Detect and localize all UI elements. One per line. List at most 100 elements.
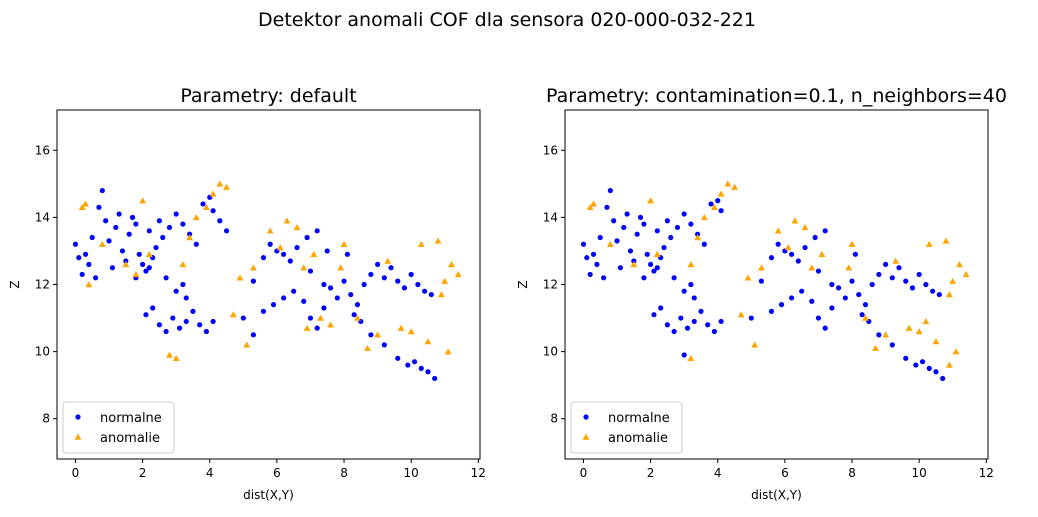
data-point [93, 275, 99, 281]
legend: normalne anomalie [62, 401, 175, 454]
legend-box [570, 401, 683, 454]
data-point [678, 315, 684, 321]
y-tick-label: 10 [35, 345, 50, 359]
x-tick-label: 12 [471, 466, 486, 480]
data-point [916, 271, 922, 278]
data-point [401, 285, 408, 291]
data-point [580, 241, 587, 247]
data-point [354, 302, 361, 308]
data-point [166, 224, 173, 231]
y-tick-label: 16 [543, 143, 558, 157]
data-point [687, 260, 695, 268]
data-point [903, 278, 909, 284]
data-point [243, 341, 251, 348]
data-point [172, 354, 180, 362]
data-point [405, 362, 411, 368]
data-point [630, 260, 638, 268]
data-point [183, 318, 189, 325]
series-normal [72, 187, 438, 382]
data-point [236, 274, 244, 281]
data-point [671, 275, 677, 281]
data-point [160, 234, 166, 241]
data-point [962, 271, 970, 278]
data-point [415, 281, 421, 288]
data-point [654, 228, 660, 234]
legend-entry: anomalie [100, 431, 160, 446]
data-point [180, 281, 186, 288]
data-point [407, 328, 415, 335]
data-point [116, 211, 122, 217]
data-point [701, 241, 707, 247]
data-point [106, 238, 112, 244]
data-point [301, 298, 307, 304]
y-tick-label: 14 [35, 210, 50, 224]
data-point [852, 251, 858, 257]
data-point [688, 221, 694, 227]
data-point [113, 224, 119, 231]
data-point [856, 291, 862, 298]
data-point [183, 295, 189, 301]
data-point [348, 291, 354, 298]
y-tick-label: 10 [543, 345, 558, 359]
data-point [307, 268, 314, 274]
data-point [395, 355, 401, 361]
data-point [85, 281, 93, 288]
data-point [173, 211, 179, 217]
data-point [654, 265, 660, 271]
data-point [862, 314, 869, 321]
data-point [842, 295, 848, 301]
data-point [180, 221, 186, 227]
data-point [789, 295, 795, 301]
data-point [601, 275, 607, 281]
data-point [337, 264, 345, 271]
data-point [801, 224, 809, 231]
data-point [444, 348, 452, 355]
data-point [710, 203, 718, 211]
data-point [822, 325, 828, 331]
data-point [945, 361, 953, 368]
data-point [217, 218, 223, 224]
data-point [417, 240, 425, 247]
data-point [79, 271, 85, 278]
data-point [126, 231, 132, 237]
data-point [611, 218, 617, 224]
x-tick-label: 6 [273, 466, 281, 480]
x-tick-label: 4 [206, 466, 214, 480]
data-point [604, 204, 610, 210]
data-point [203, 328, 209, 335]
data-point [98, 240, 106, 247]
data-point [915, 328, 923, 335]
x-tick-label: 0 [72, 466, 80, 480]
data-point [949, 277, 957, 284]
x-tick-label: 2 [139, 466, 147, 480]
data-point [287, 258, 293, 264]
data-point [919, 359, 926, 365]
x-tick-label: 8 [340, 466, 348, 480]
data-point [314, 228, 320, 234]
data-point [375, 261, 381, 267]
data-point [822, 228, 828, 234]
data-point [737, 311, 745, 318]
data-point [276, 244, 284, 251]
data-point [812, 234, 818, 241]
data-point [836, 285, 842, 291]
data-point [930, 288, 936, 294]
legend-box [62, 401, 175, 454]
data-point [163, 328, 169, 335]
data-point [799, 288, 805, 294]
data-point [617, 265, 623, 271]
data-point [688, 281, 694, 288]
data-point [281, 295, 287, 301]
data-point [418, 365, 424, 371]
data-point [202, 203, 210, 211]
data-point [845, 264, 853, 271]
data-point [808, 264, 816, 271]
y-tick-label: 12 [543, 278, 558, 292]
data-point [698, 308, 704, 314]
data-point [641, 275, 647, 281]
data-point [270, 302, 277, 308]
x-tick-label: 10 [404, 466, 419, 480]
data-point [408, 271, 414, 278]
data-point [425, 369, 431, 375]
data-point [748, 315, 754, 321]
